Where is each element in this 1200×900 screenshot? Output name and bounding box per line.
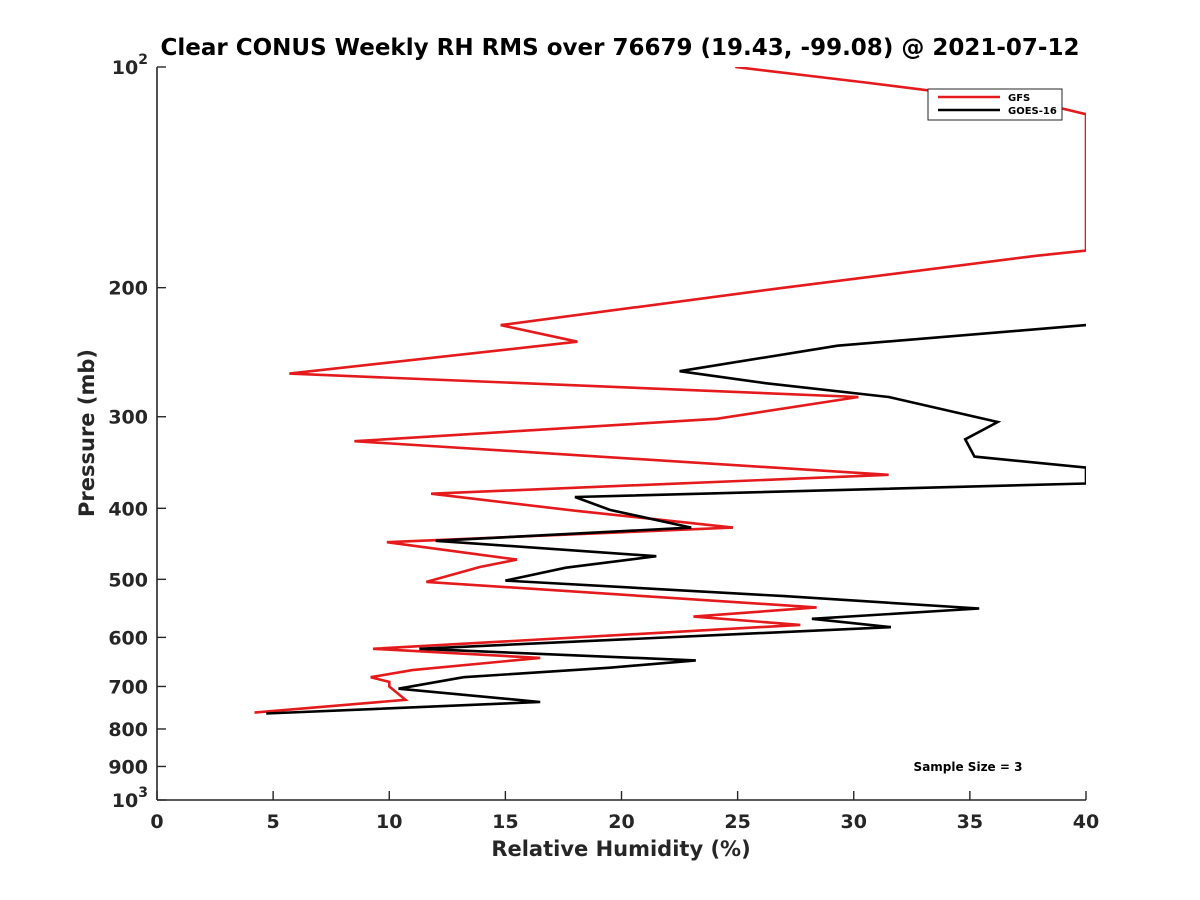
y-tick-label: 400 [108,498,148,520]
y-tick-label: 200 [108,278,148,300]
x-tick-label: 10 [376,811,402,833]
x-tick-label: 25 [724,811,750,833]
legend-label-gfs: GFS [1008,93,1030,104]
y-tick-label: 103 [112,785,148,812]
x-tick-label: 40 [1073,811,1099,833]
legend-label-goes-16: GOES-16 [1008,106,1057,117]
y-tick-label: 600 [108,627,148,649]
y-axis-label: Pressure (mb) [75,349,99,517]
y-tick-label: 300 [108,407,148,429]
x-ticks: 0 5 10 15 20 25 30 35 40 [150,791,1099,833]
chart-title: Clear CONUS Weekly RH RMS over 76679 (19… [161,35,1080,61]
x-tick-label: 0 [150,811,163,833]
series-line-goes-16 [266,323,1086,715]
x-tick-label: 15 [492,811,518,833]
y-tick-label: 102 [112,52,148,79]
y-tick-label: 900 [108,756,148,778]
x-axis-label: Relative Humidity (%) [491,837,750,861]
sample-size-annotation: Sample Size = 3 [914,760,1023,774]
x-tick-label: 20 [608,811,634,833]
y-ticks: 102 200 300 400 500 600 700 800 900 103 [108,52,166,812]
x-tick-label: 5 [267,811,280,833]
x-tick-label: 35 [957,811,983,833]
y-tick-label: 800 [108,719,148,741]
series-layer [254,67,1086,715]
x-tick-label: 30 [841,811,867,833]
legend-box [927,88,1063,121]
y-tick-label: 700 [108,676,148,698]
legend: GFS GOES-16 [927,88,1063,121]
y-tick-label: 500 [108,569,148,591]
